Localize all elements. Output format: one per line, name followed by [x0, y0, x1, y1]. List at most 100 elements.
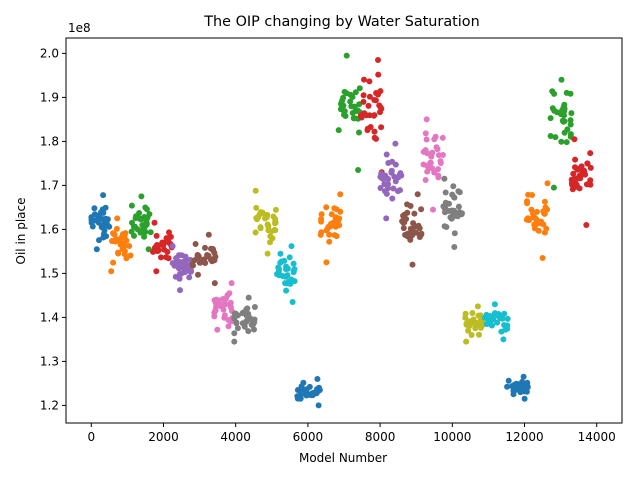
data-point: [186, 274, 193, 281]
data-point: [378, 124, 385, 131]
data-point: [509, 383, 515, 390]
data-point: [539, 255, 546, 261]
chart-title: The OIP changing by Water Saturation: [203, 14, 479, 30]
data-point: [355, 167, 362, 173]
data-point: [442, 189, 449, 196]
data-point: [93, 246, 100, 253]
data-point: [276, 266, 282, 273]
data-point: [431, 136, 438, 143]
data-point: [277, 250, 284, 257]
data-point: [272, 215, 279, 222]
data-point: [547, 115, 554, 122]
data-point: [244, 305, 251, 312]
data-point: [227, 304, 234, 311]
data-point: [115, 249, 121, 256]
y-multiplier-label: 1e8: [68, 21, 91, 35]
data-point: [564, 126, 571, 133]
data-point: [96, 212, 103, 219]
y-tick-label: 1.7: [40, 178, 59, 192]
data-point: [352, 89, 359, 96]
data-point: [422, 177, 429, 183]
data-point: [487, 321, 494, 328]
data-point: [147, 229, 154, 236]
data-point: [317, 231, 324, 238]
data-point: [422, 130, 429, 137]
data-point: [143, 221, 150, 228]
data-point: [96, 237, 102, 244]
series-16: [399, 191, 425, 268]
data-point: [563, 139, 570, 146]
data-point: [109, 238, 115, 244]
data-point: [350, 115, 357, 122]
data-point: [176, 258, 183, 265]
data-point: [158, 241, 165, 248]
data-point: [469, 310, 476, 316]
data-point: [423, 136, 430, 143]
series-2: [108, 215, 134, 275]
data-point: [341, 88, 348, 95]
data-point: [371, 97, 378, 103]
data-point: [138, 193, 145, 200]
data-point: [341, 111, 347, 118]
y-tick-label: 2.0: [40, 46, 59, 60]
data-point: [463, 321, 470, 328]
data-point: [318, 211, 325, 218]
data-point: [366, 93, 373, 100]
data-point: [209, 246, 216, 252]
data-point: [323, 259, 330, 266]
y-tick-label: 1.9: [40, 90, 59, 104]
data-point: [418, 206, 425, 213]
data-point: [388, 169, 395, 175]
data-point: [328, 211, 335, 218]
data-point: [571, 184, 578, 191]
data-point: [245, 294, 252, 301]
data-point: [435, 166, 441, 173]
x-tick-label: 4000: [220, 430, 251, 444]
plot-frame: [65, 37, 623, 424]
data-point: [441, 175, 448, 182]
data-point: [269, 235, 276, 242]
data-point: [439, 134, 446, 141]
data-point: [318, 216, 325, 222]
data-point: [356, 129, 362, 136]
data-point: [424, 162, 430, 169]
data-point: [153, 232, 160, 239]
data-point: [196, 259, 203, 266]
data-point: [141, 214, 148, 220]
data-point: [551, 107, 558, 114]
data-point: [587, 150, 594, 157]
data-point: [465, 327, 472, 334]
data-point: [434, 146, 441, 153]
data-point: [375, 57, 381, 63]
data-point: [136, 210, 143, 216]
data-point: [89, 223, 96, 230]
data-point: [366, 78, 373, 85]
data-point: [395, 188, 401, 195]
data-point: [102, 204, 109, 211]
data-point: [535, 227, 542, 234]
data-point: [371, 112, 378, 119]
data-point: [333, 233, 340, 240]
data-point: [154, 248, 161, 254]
data-point: [205, 231, 212, 238]
data-point: [504, 383, 511, 390]
data-point: [567, 131, 574, 138]
data-point: [271, 226, 278, 233]
data-point: [578, 163, 585, 170]
data-point: [128, 228, 135, 235]
data-point: [166, 229, 172, 236]
data-point: [195, 252, 202, 259]
data-point: [423, 116, 430, 123]
data-point: [169, 260, 176, 267]
data-point: [505, 377, 512, 384]
data-point: [265, 223, 272, 230]
data-point: [583, 181, 590, 188]
data-point: [136, 215, 143, 222]
data-point: [251, 304, 258, 310]
data-point: [356, 85, 363, 92]
data-point: [411, 223, 418, 230]
data-point: [284, 265, 291, 272]
data-point: [445, 208, 452, 214]
data-point: [381, 181, 388, 187]
series-13: [335, 52, 363, 173]
